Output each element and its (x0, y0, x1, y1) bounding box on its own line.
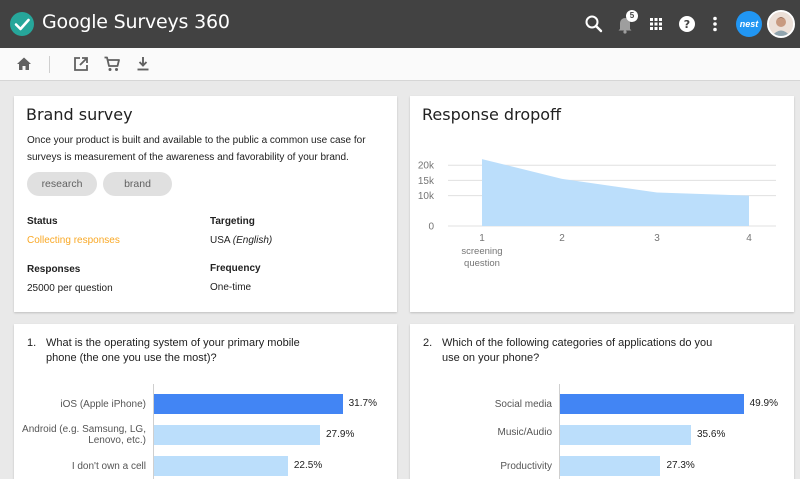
response-dropoff-title: Response dropoff (422, 105, 562, 124)
targeting-value: USA (English) (210, 235, 272, 246)
question-2-card: 2. Which of the following categories of … (410, 324, 794, 479)
bar-mark[interactable] (560, 394, 744, 414)
check-logo-icon (10, 12, 34, 36)
question-2-text: Which of the following categories of app… (442, 337, 713, 364)
app-title-brand: Google (42, 11, 108, 33)
notification-count-badge: 5 (626, 10, 638, 22)
x-annotation: screening (461, 246, 502, 257)
apps-grid-icon[interactable] (644, 12, 668, 36)
nest-account-avatar[interactable]: nest (736, 11, 762, 37)
bar-mark[interactable] (154, 425, 320, 445)
app-title[interactable]: Google Surveys 360 (42, 11, 230, 33)
x-tick-label: 4 (746, 233, 752, 244)
question-1-text: What is the operating system of your pri… (46, 337, 300, 364)
status-value: Collecting responses (27, 235, 120, 246)
y-tick-label: 10k (418, 191, 435, 202)
search-icon[interactable] (582, 12, 606, 36)
x-tick-label: 2 (559, 233, 565, 244)
y-tick-label: 15k (418, 176, 435, 187)
brand-survey-title: Brand survey (26, 105, 133, 124)
x-tick-label: 3 (654, 233, 660, 244)
bar-value-label: 27.3% (666, 460, 695, 471)
bar-mark[interactable] (154, 456, 288, 476)
tag-chip-brand[interactable]: brand (103, 172, 172, 196)
status-label: Status (27, 216, 58, 227)
responses-label: Responses (27, 264, 81, 275)
question-2-number: 2. (423, 337, 433, 349)
question-1-number: 1. (27, 337, 37, 349)
x-annotation: question (464, 258, 500, 269)
app-bar: Google Surveys 360 5 ? nest (0, 0, 800, 48)
toolbar-divider (49, 56, 50, 73)
x-tick-label: 1 (479, 233, 485, 244)
question-1-title: 1. What is the operating system of your … (27, 336, 327, 366)
bar-value-label: 35.6% (697, 429, 726, 440)
targeting-country: USA (210, 235, 231, 246)
question-2-title: 2. Which of the following categories of … (423, 336, 723, 366)
tag-chip-research[interactable]: research (27, 172, 97, 196)
user-avatar[interactable] (767, 10, 795, 38)
bar-value-label: 49.9% (749, 398, 778, 409)
targeting-label: Targeting (210, 216, 255, 227)
svg-text:?: ? (684, 18, 690, 31)
responses-value: 25000 per question (27, 283, 113, 294)
bar-value-label: 27.9% (326, 429, 355, 440)
dropoff-area (482, 159, 749, 226)
bar-value-label: 31.7% (348, 398, 377, 409)
more-vert-icon[interactable] (703, 12, 727, 36)
targeting-language: (English) (232, 235, 273, 246)
toolbar (0, 48, 800, 81)
bar-axis-line (153, 384, 154, 479)
brand-survey-description: Once your product is built and available… (27, 135, 366, 163)
frequency-value: One-time (210, 282, 252, 293)
brand-survey-card: Brand survey Once your product is built … (14, 96, 397, 312)
bar-category-label: iOS (Apple iPhone) (60, 399, 146, 410)
y-tick-label: 0 (428, 222, 434, 233)
help-icon[interactable]: ? (675, 12, 699, 36)
open-in-new-icon[interactable] (71, 54, 91, 74)
bar-category-label: I don't own a cell (71, 461, 146, 472)
home-icon[interactable] (14, 54, 34, 74)
bar-axis-line (559, 384, 560, 479)
bar-category-label: Android (e.g. Samsung, LG, Lenovo, etc.) (22, 424, 146, 446)
bar-category-label: Productivity (500, 461, 552, 472)
bar-category-label: Music/Audio (497, 427, 552, 438)
bar-mark[interactable] (560, 425, 691, 445)
bar-mark[interactable] (154, 394, 343, 414)
question-1-card: 1. What is the operating system of your … (14, 324, 397, 479)
bar-mark[interactable] (560, 456, 661, 476)
cart-icon[interactable] (102, 54, 122, 74)
response-dropoff-card: Response dropoff 20k 15k 10k 0 1 2 3 4 screening… (410, 96, 794, 312)
frequency-label: Frequency (210, 263, 261, 274)
y-tick-label: 20k (418, 161, 435, 172)
bar-value-label: 22.5% (293, 460, 323, 471)
bar-category-label: Social media (494, 399, 552, 410)
download-icon[interactable] (133, 54, 153, 74)
app-title-product: Surveys 360 (113, 11, 230, 33)
